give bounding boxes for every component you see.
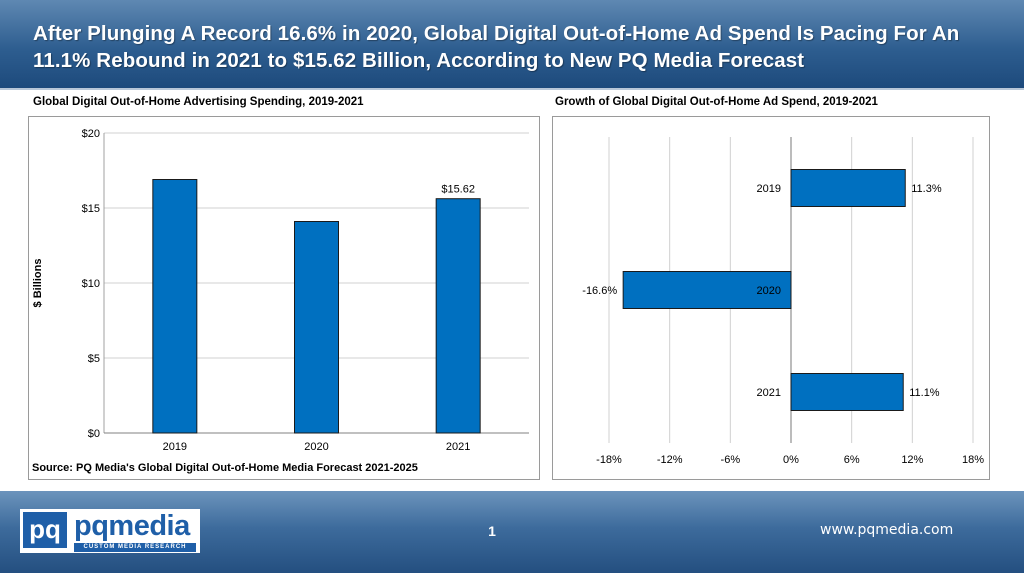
bar xyxy=(435,198,481,434)
x-tick-label: 2020 xyxy=(304,441,328,453)
data-label: 11.1% xyxy=(909,387,940,399)
chart1-panel: $0 $5 $10 $15 $20 2019 2020 2021 $15.62 $ Billion… xyxy=(28,116,540,480)
x-tick-label: -18% xyxy=(596,454,622,466)
spending-bar-chart: $0 $5 $10 $15 $20 2019 2020 2021 $15.62 $ Billion… xyxy=(32,128,529,474)
y-tick-label: $5 xyxy=(88,353,100,365)
logo-name: pqmedia xyxy=(74,510,190,542)
chart2-panel: -18% -12% -6% 0% 6% 12% 18% 2019 11.3% 2020 -16.6%… xyxy=(552,116,990,480)
chart1-title: Global Digital Out-of-Home Advertising S… xyxy=(33,96,364,108)
x-tick-label: 12% xyxy=(901,454,923,466)
growth-bar-chart: -18% -12% -6% 0% 6% 12% 18% 2019 11.3% 2020 -16.6%… xyxy=(582,137,984,466)
x-tick-label: 2021 xyxy=(446,441,470,453)
y-tick-label: $0 xyxy=(88,428,100,440)
x-tick-label: -6% xyxy=(721,454,741,466)
x-tick-label: 6% xyxy=(844,454,860,466)
bar xyxy=(294,221,339,434)
bar xyxy=(152,179,198,434)
x-tick-label: 2019 xyxy=(163,441,187,453)
page-number: 1 xyxy=(488,523,496,539)
y-axis-label: $ Billions xyxy=(32,259,44,308)
bar xyxy=(622,271,792,309)
data-label: $15.62 xyxy=(441,184,475,196)
category-label: 2021 xyxy=(757,387,781,399)
category-label: 2020 xyxy=(757,285,781,297)
pqmedia-logo: pq pqmedia CUSTOM MEDIA RESEARCH xyxy=(20,509,200,553)
category-label: 2019 xyxy=(757,183,781,195)
y-tick-label: $10 xyxy=(82,278,100,290)
source-note: Source: PQ Media's Global Digital Out-of… xyxy=(32,462,418,474)
slide-header: After Plunging A Record 16.6% in 2020, G… xyxy=(0,0,1024,90)
logo-tagline: CUSTOM MEDIA RESEARCH xyxy=(74,543,196,552)
x-tick-label: 0% xyxy=(783,454,799,466)
x-tick-label: 18% xyxy=(962,454,984,466)
data-label: 11.3% xyxy=(911,183,942,195)
slide-title: After Plunging A Record 16.6% in 2020, G… xyxy=(33,22,960,72)
y-tick-label: $20 xyxy=(82,128,100,140)
y-tick-label: $15 xyxy=(82,203,100,215)
bar xyxy=(790,169,906,207)
bar xyxy=(790,373,904,411)
x-tick-label: -12% xyxy=(657,454,683,466)
chart2-title: Growth of Global Digital Out-of-Home Ad … xyxy=(555,96,878,108)
data-label: -16.6% xyxy=(582,285,617,297)
website-url: www.pqmedia.com xyxy=(820,522,954,538)
logo-mark: pq xyxy=(23,512,67,548)
